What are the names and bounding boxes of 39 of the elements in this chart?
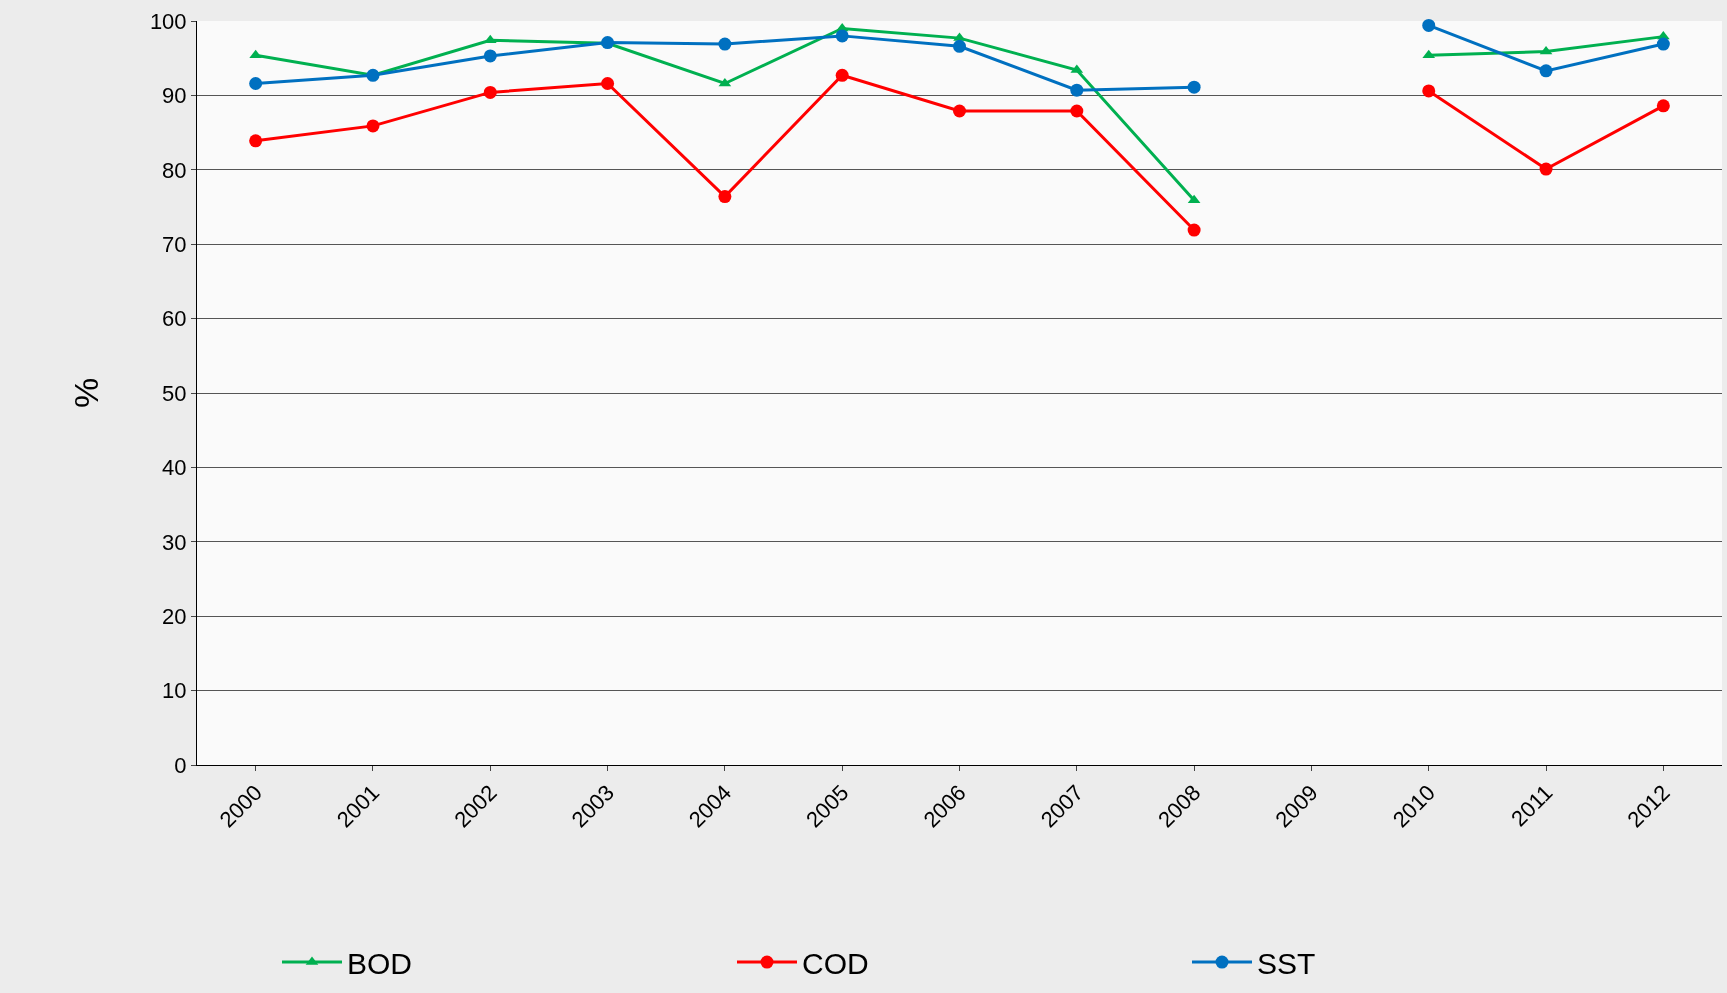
- point: [483, 49, 497, 63]
- point: [1656, 37, 1670, 51]
- point: [1187, 80, 1201, 94]
- point: [483, 85, 497, 99]
- y-tick-label: 50: [162, 380, 187, 406]
- y-tick-label: 10: [162, 678, 187, 704]
- point: [953, 39, 966, 53]
- y-tick-label: 0: [174, 752, 187, 778]
- point: [1656, 99, 1670, 113]
- point: [249, 134, 263, 148]
- point: [483, 34, 497, 44]
- legend-label: COD: [802, 946, 869, 980]
- point: [1422, 84, 1436, 98]
- y-tick-label: 70: [162, 231, 187, 257]
- point: [718, 190, 732, 204]
- point: [1539, 64, 1553, 78]
- point: [835, 29, 849, 43]
- y-tick-label: 100: [149, 8, 187, 34]
- point: [1187, 223, 1201, 237]
- point: [1070, 83, 1084, 97]
- y-tick-label: 90: [162, 83, 187, 109]
- point: [1539, 162, 1553, 176]
- point: [953, 104, 966, 118]
- point: [718, 37, 732, 51]
- legend-label: SST: [1257, 946, 1316, 980]
- y-axis-title: %: [67, 377, 106, 409]
- point: [835, 68, 849, 82]
- point: [1070, 104, 1084, 118]
- y-tick-label: 20: [162, 603, 187, 629]
- y-tick-label: 30: [162, 529, 187, 555]
- y-tick-label: 60: [162, 306, 187, 332]
- point: [249, 77, 263, 90]
- y-tick-label: 80: [162, 157, 187, 183]
- point: [601, 77, 615, 90]
- point: [1422, 18, 1436, 32]
- point: [1187, 194, 1201, 204]
- legend-label: BOD: [347, 946, 413, 980]
- point: [366, 119, 380, 133]
- y-tick-label: 40: [162, 455, 187, 481]
